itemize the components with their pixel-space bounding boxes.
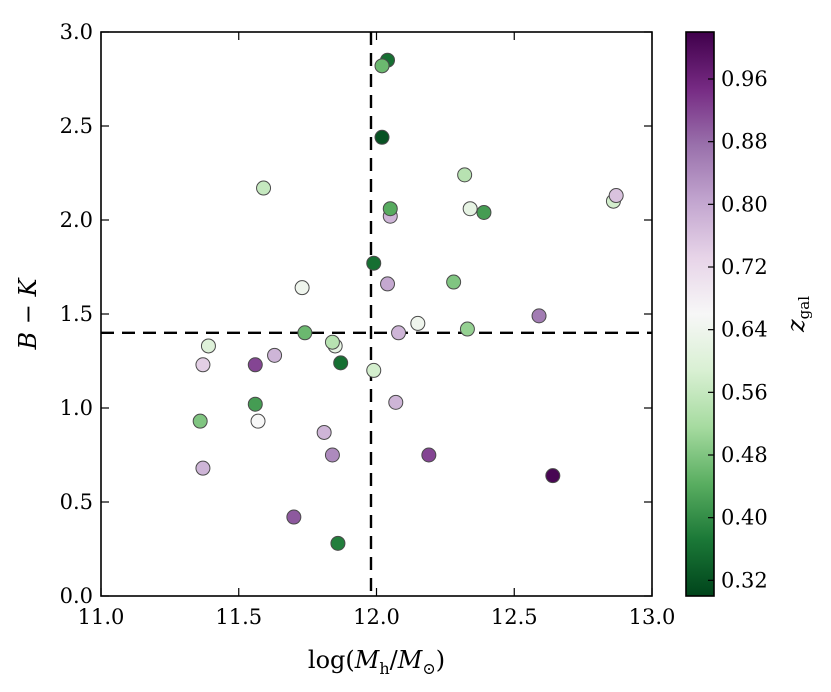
- y-tick-label: 1.0: [60, 396, 93, 420]
- colorbar-gradient: [685, 31, 715, 597]
- data-point: [374, 58, 390, 74]
- colorbar-tick-label: 0.80: [721, 192, 768, 216]
- data-point: [324, 334, 340, 350]
- data-point: [195, 357, 211, 373]
- colorbar-tick-label: 0.64: [721, 318, 768, 342]
- data-point: [380, 276, 396, 292]
- y-axis: 0.0 0.5 1.0 1.5 2.0 2.5 3.0: [60, 20, 652, 608]
- colorbar-tick-label: 0.48: [721, 443, 768, 467]
- data-point: [192, 413, 208, 429]
- data-point: [297, 325, 313, 341]
- data-point: [545, 468, 561, 484]
- data-point: [374, 129, 390, 145]
- data-point: [267, 347, 283, 363]
- data-point: [286, 509, 302, 525]
- data-point: [366, 362, 382, 378]
- x-tick-label: 11.0: [78, 605, 125, 629]
- x-tick-label: 12.0: [353, 605, 400, 629]
- data-point: [247, 396, 263, 412]
- data-point: [195, 460, 211, 476]
- data-point: [459, 321, 475, 337]
- data-point: [446, 274, 462, 290]
- data-point: [250, 413, 266, 429]
- y-tick-label: 3.0: [60, 20, 93, 44]
- data-point: [476, 204, 492, 220]
- data-point: [531, 308, 547, 324]
- plot-frame: [100, 31, 653, 597]
- x-tick-label: 11.5: [215, 605, 262, 629]
- x-axis-label: log(Mh/M⊙): [308, 646, 445, 678]
- data-point: [421, 447, 437, 463]
- data-point: [247, 357, 263, 373]
- colorbar-tick-label: 0.56: [721, 380, 768, 404]
- data-point: [382, 201, 398, 217]
- y-tick-label: 0.0: [60, 584, 93, 608]
- y-tick-label: 2.0: [60, 208, 93, 232]
- data-points: [192, 52, 624, 551]
- data-point: [330, 535, 346, 551]
- data-point: [462, 201, 478, 217]
- colorbar-tick-label: 0.32: [721, 568, 768, 592]
- x-tick-label: 13.0: [629, 605, 676, 629]
- y-axis-label: B − K: [14, 276, 42, 350]
- x-axis: 11.0 11.5 12.0 12.5 13.0: [78, 32, 676, 629]
- y-tick-label: 0.5: [60, 490, 93, 514]
- colorbar-tick-label: 0.72: [721, 255, 768, 279]
- data-point: [457, 167, 473, 183]
- data-point: [256, 180, 272, 196]
- y-tick-label: 1.5: [60, 302, 93, 326]
- data-point: [324, 447, 340, 463]
- colorbar-tick-label: 0.40: [721, 506, 768, 530]
- reference-lines: [101, 32, 652, 596]
- data-point: [410, 315, 426, 331]
- x-tick-label: 12.5: [491, 605, 538, 629]
- colorbar-tick-label: 0.88: [721, 130, 768, 154]
- colorbar: 0.32 0.40 0.48 0.56 0.64 0.72 0.80 0.88 0.96 zga…: [685, 31, 813, 597]
- data-point: [316, 424, 332, 440]
- colorbar-ticks: 0.32 0.40 0.48 0.56 0.64 0.72 0.80 0.88 0.96: [708, 67, 768, 592]
- data-point: [200, 338, 216, 354]
- data-point: [333, 355, 349, 371]
- data-point: [388, 394, 404, 410]
- data-point: [366, 255, 382, 271]
- colorbar-label: zgal: [782, 296, 813, 333]
- data-point: [391, 325, 407, 341]
- colorbar-tick-label: 0.96: [721, 67, 768, 91]
- data-point: [608, 188, 624, 204]
- data-point: [294, 280, 310, 296]
- y-tick-label: 2.5: [60, 114, 93, 138]
